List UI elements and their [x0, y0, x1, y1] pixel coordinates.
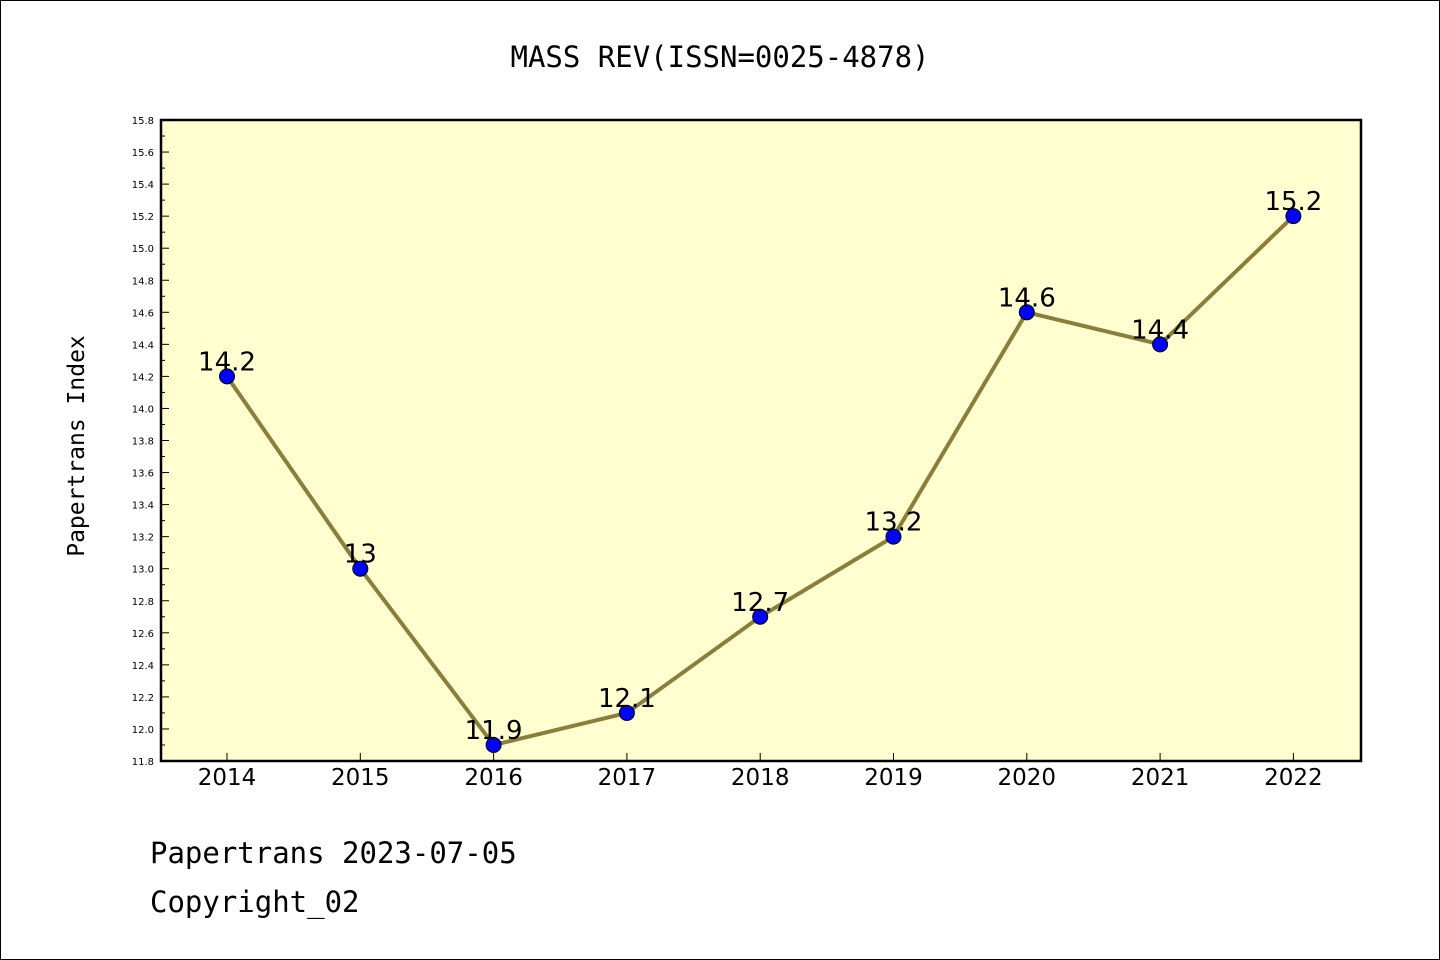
data-point: [1018, 304, 1035, 321]
y-tick-label: 15.2: [132, 212, 154, 223]
y-tick-label: 15.6: [132, 148, 154, 159]
y-tick-label: 14.8: [132, 276, 154, 287]
y-tick-label: 14.2: [132, 372, 154, 383]
data-point: [618, 704, 635, 721]
y-tick-label: 14.0: [132, 404, 154, 415]
y-tick-label: 13.0: [132, 565, 154, 576]
y-tick-label: 12.2: [132, 693, 154, 704]
y-tick-label: 12.8: [132, 597, 154, 608]
data-point: [1152, 336, 1169, 353]
plot-area: 11.8 12.0 12.2 12.4 12.6 12.8 13.0 13.2 13.4 13.6…: [132, 116, 1363, 791]
y-tick-label: 14.4: [132, 340, 154, 351]
data-label: 14.4: [1131, 315, 1189, 345]
x-tick-label: 2022: [1264, 765, 1323, 791]
data-label: 13.2: [865, 508, 923, 538]
y-tick-label: 11.8: [132, 757, 154, 768]
x-tick-label: 2017: [598, 765, 657, 791]
data-point: [485, 736, 502, 753]
data-point: [352, 560, 369, 577]
y-tick-label: 13.6: [132, 469, 154, 480]
data-label: 15.2: [1264, 187, 1322, 217]
data-label: 12.1: [598, 684, 656, 714]
footer-date: Papertrans 2023-07-05: [150, 836, 517, 870]
y-tick-label: 15.4: [132, 180, 154, 191]
y-tick-label: 13.2: [132, 533, 154, 544]
data-point: [885, 528, 902, 545]
data-point: [752, 608, 769, 625]
x-tick-label: 2016: [464, 765, 523, 791]
y-tick-label: 14.6: [132, 308, 154, 319]
x-tick-label: 2014: [198, 765, 257, 791]
data-label: 11.9: [465, 716, 523, 746]
x-tick-label: 2020: [998, 765, 1057, 791]
x-tick-label: 2015: [331, 765, 390, 791]
data-label: 13: [344, 540, 377, 570]
data-point: [219, 368, 235, 385]
y-axis-label: Papertrans Index: [64, 335, 90, 557]
x-tick-label: 2018: [731, 765, 790, 791]
y-tick-label: 15.8: [132, 116, 154, 127]
x-tick-label: 2019: [864, 765, 923, 791]
plot-frame: [159, 118, 1363, 763]
y-tick-label: 12.4: [132, 661, 154, 672]
chart-title: MASS REV(ISSN=0025-4878): [510, 40, 929, 74]
plot-background: [161, 120, 1361, 761]
data-label: 14.2: [198, 347, 256, 377]
data-label: 12.7: [731, 588, 789, 618]
y-tick-label: 12.6: [132, 629, 154, 640]
y-tick-label: 15.0: [132, 244, 154, 255]
y-tick-label: 12.0: [132, 725, 154, 736]
footer-copyright: Copyright_02: [150, 885, 360, 919]
x-tick-label: 2021: [1131, 765, 1190, 791]
y-tick-label: 13.4: [132, 501, 154, 512]
data-point: [1285, 208, 1302, 225]
y-tick-label: 13.8: [132, 437, 154, 448]
data-label: 14.6: [998, 283, 1056, 313]
